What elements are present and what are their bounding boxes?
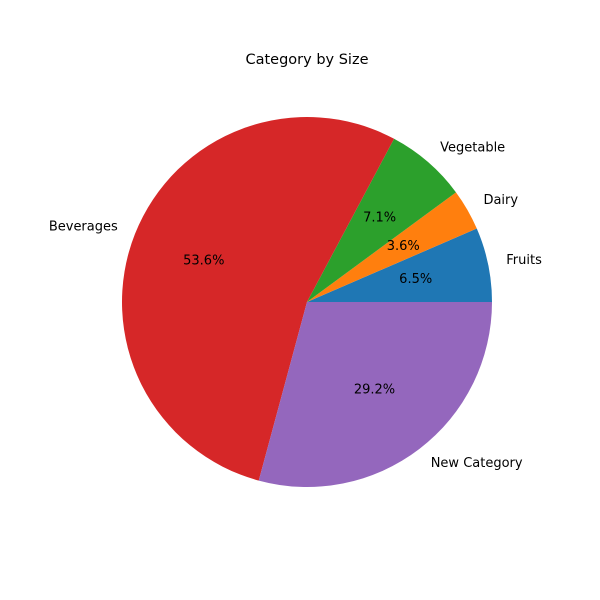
slice-value-beverages: 53.6% — [183, 254, 224, 269]
slice-label-new-category: New Category — [431, 456, 523, 471]
slice-label-fruits: Fruits — [506, 253, 542, 268]
pie-labels: Fruits 6.5% Dairy 3.6% Vegetable 7.1% Beverage… — [49, 141, 542, 471]
pie-slice-dairy — [307, 192, 477, 302]
slice-value-fruits: 6.5% — [399, 272, 432, 287]
slice-label-beverages: Beverages — [49, 220, 118, 235]
slice-value-vegetable: 7.1% — [363, 211, 396, 226]
pie-slice-fruits — [307, 228, 492, 302]
slice-label-vegetable: Vegetable — [440, 141, 505, 156]
slice-label-dairy: Dairy — [483, 193, 518, 208]
pie-slice-vegetable — [307, 138, 456, 302]
chart-title: Category by Size — [245, 52, 368, 68]
slice-value-dairy: 3.6% — [387, 239, 420, 254]
pie-slice-beverages — [122, 117, 395, 481]
pie-slice-new-category — [258, 302, 492, 487]
slice-value-new-category: 29.2% — [354, 383, 395, 398]
pie-slices — [122, 117, 492, 487]
